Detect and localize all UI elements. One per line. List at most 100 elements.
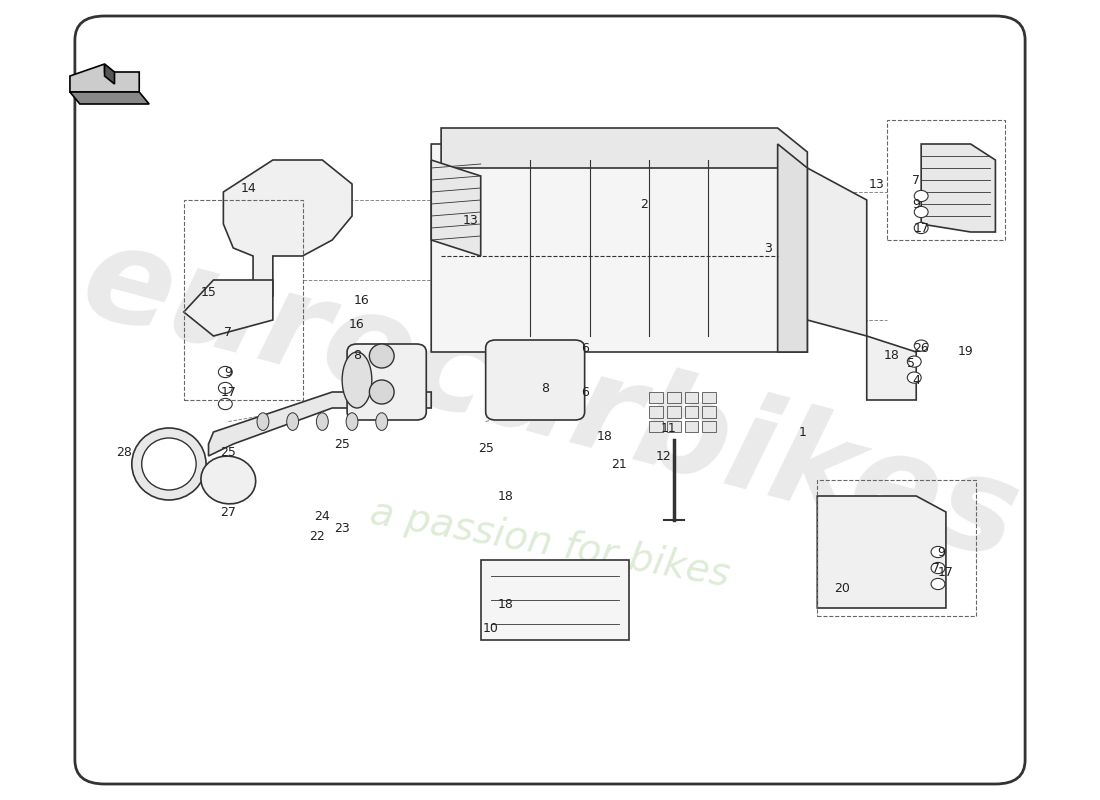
FancyBboxPatch shape [667,421,681,432]
Circle shape [931,562,945,574]
Polygon shape [431,160,481,256]
Text: 9: 9 [937,546,945,558]
FancyBboxPatch shape [348,344,427,420]
Text: 17: 17 [913,222,930,234]
Ellipse shape [142,438,196,490]
Ellipse shape [317,413,328,430]
Text: 10: 10 [483,622,498,634]
Circle shape [931,546,945,558]
Text: 1: 1 [799,426,806,438]
Text: 25: 25 [334,438,350,450]
Text: 7: 7 [932,562,940,574]
Polygon shape [104,64,114,84]
Text: 4: 4 [912,374,921,386]
Circle shape [908,372,921,383]
Polygon shape [807,168,867,336]
Text: 14: 14 [240,182,256,194]
Circle shape [219,398,232,410]
Text: 7: 7 [224,326,232,338]
Polygon shape [867,336,916,400]
Text: 16: 16 [349,318,365,330]
Text: 18: 18 [596,430,613,442]
Ellipse shape [132,428,206,500]
Text: 9: 9 [912,198,921,210]
Polygon shape [184,280,273,336]
Ellipse shape [376,413,387,430]
FancyBboxPatch shape [684,392,699,403]
Text: 5: 5 [908,358,915,370]
Ellipse shape [346,413,358,430]
Text: 2: 2 [640,198,648,210]
Text: 9: 9 [224,366,232,378]
Text: 8: 8 [353,350,361,362]
Text: 24: 24 [315,510,330,522]
Polygon shape [441,128,807,168]
Ellipse shape [287,413,298,430]
Text: 18: 18 [497,490,514,502]
Polygon shape [921,144,996,232]
Text: a passion for bikes: a passion for bikes [367,494,733,594]
Text: 6: 6 [581,342,589,354]
Bar [184,200,302,400]
Text: 12: 12 [656,450,672,462]
Text: 18: 18 [883,350,900,362]
Ellipse shape [370,380,394,404]
Polygon shape [70,92,150,104]
Text: 27: 27 [220,506,236,518]
Text: 16: 16 [354,294,370,306]
Text: 18: 18 [497,598,514,610]
Polygon shape [431,144,807,352]
Text: 15: 15 [200,286,217,298]
Circle shape [914,206,928,218]
Polygon shape [70,64,140,92]
Circle shape [931,578,945,590]
Circle shape [914,340,928,351]
FancyBboxPatch shape [684,421,699,432]
FancyBboxPatch shape [649,421,663,432]
Text: eurocarbikes: eurocarbikes [68,214,1032,586]
FancyBboxPatch shape [75,16,1025,784]
FancyBboxPatch shape [649,392,663,403]
Text: 13: 13 [463,214,478,226]
FancyBboxPatch shape [703,421,716,432]
Text: 25: 25 [220,446,236,458]
Text: 13: 13 [869,178,884,190]
Bar [887,120,1005,240]
Polygon shape [209,392,431,456]
Text: 6: 6 [581,386,589,398]
Circle shape [914,190,928,202]
Text: 19: 19 [958,346,974,358]
Text: 23: 23 [334,522,350,534]
Text: 17: 17 [220,386,236,398]
Polygon shape [481,560,629,640]
Text: 20: 20 [834,582,850,594]
FancyBboxPatch shape [486,340,584,420]
Text: 25: 25 [477,442,494,454]
FancyBboxPatch shape [667,406,681,418]
Ellipse shape [257,413,268,430]
Text: 8: 8 [541,382,549,394]
Polygon shape [223,160,352,296]
Ellipse shape [342,352,372,408]
FancyBboxPatch shape [649,406,663,418]
Text: 21: 21 [612,458,627,470]
Circle shape [908,356,921,367]
FancyBboxPatch shape [667,392,681,403]
FancyBboxPatch shape [703,406,716,418]
Circle shape [914,222,928,234]
Bar [817,480,976,616]
Circle shape [219,382,232,394]
Text: 22: 22 [309,530,326,542]
Ellipse shape [370,344,394,368]
Text: 7: 7 [912,174,921,186]
Text: 3: 3 [763,242,772,254]
Text: 17: 17 [938,566,954,578]
Polygon shape [817,496,946,608]
Text: 28: 28 [117,446,132,458]
FancyBboxPatch shape [684,406,699,418]
Text: 26: 26 [913,342,930,354]
Polygon shape [778,144,807,352]
FancyBboxPatch shape [703,392,716,403]
Text: 11: 11 [661,422,676,434]
Ellipse shape [201,456,255,504]
